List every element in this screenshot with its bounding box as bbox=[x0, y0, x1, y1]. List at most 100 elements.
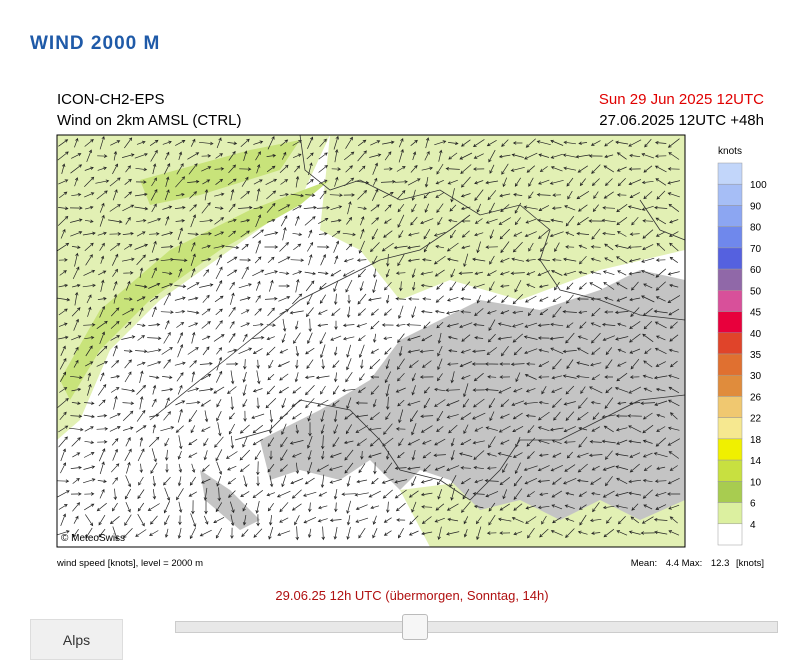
wind-arrow bbox=[241, 243, 249, 250]
wind-arrow bbox=[176, 321, 185, 328]
wind-arrow bbox=[513, 488, 523, 500]
wind-arrow bbox=[281, 423, 287, 435]
wind-arrow bbox=[498, 386, 512, 394]
wind-arrow bbox=[73, 359, 79, 368]
wind-arrow bbox=[331, 308, 341, 316]
colorbar-label: 14 bbox=[750, 456, 762, 467]
wind-arrow bbox=[199, 387, 214, 392]
wind-arrow bbox=[178, 515, 182, 526]
wind-arrow bbox=[411, 281, 416, 291]
wind-arrow bbox=[97, 440, 108, 444]
wind-arrow bbox=[292, 270, 303, 275]
wind-arrow bbox=[174, 284, 187, 289]
wind-arrow bbox=[514, 217, 521, 226]
wind-arrow bbox=[240, 190, 250, 199]
wind-arrow bbox=[372, 399, 377, 408]
wind-arrow bbox=[580, 386, 586, 395]
wind-arrow bbox=[420, 218, 434, 225]
wind-arrow bbox=[215, 527, 223, 539]
wind-arrow bbox=[450, 450, 455, 461]
slider-handle[interactable] bbox=[402, 614, 428, 640]
wind-arrow bbox=[434, 399, 446, 407]
wind-arrow bbox=[474, 479, 484, 484]
wind-arrow bbox=[214, 217, 225, 225]
wind-arrow bbox=[175, 425, 184, 433]
wind-arrow bbox=[125, 216, 131, 225]
wind-arrow bbox=[591, 531, 601, 535]
wind-arrow bbox=[539, 528, 549, 538]
wind-arrow bbox=[188, 410, 198, 423]
wind-arrow bbox=[459, 361, 472, 368]
wind-arrow bbox=[488, 149, 496, 163]
wind-arrow bbox=[216, 137, 222, 149]
wind-arrow bbox=[175, 400, 186, 406]
wind-arrow bbox=[524, 348, 538, 355]
wind-arrow bbox=[360, 450, 364, 460]
wind-arrow bbox=[344, 449, 354, 461]
wind-arrow bbox=[96, 427, 109, 431]
wind-arrow bbox=[152, 475, 157, 487]
wind-arrow bbox=[476, 241, 481, 254]
wind-arrow bbox=[165, 176, 170, 187]
wind-arrow bbox=[407, 258, 420, 263]
wind-arrow bbox=[191, 371, 196, 383]
wind-arrow bbox=[139, 463, 143, 474]
wind-arrow bbox=[446, 257, 459, 262]
wind-arrow bbox=[277, 530, 291, 536]
wind-arrow bbox=[204, 500, 208, 515]
wind-arrow bbox=[435, 295, 444, 303]
wind-arrow bbox=[202, 179, 211, 185]
wind-arrow bbox=[502, 463, 508, 474]
wind-arrow bbox=[331, 230, 341, 238]
wind-arrow bbox=[566, 177, 574, 187]
wind-arrow bbox=[199, 283, 214, 288]
wind-arrow bbox=[136, 323, 146, 328]
moderate-wind-areas bbox=[60, 140, 330, 400]
wind-arrow bbox=[176, 372, 184, 382]
wind-arrow bbox=[421, 166, 434, 171]
wind-arrow bbox=[386, 253, 390, 267]
wind-arrow bbox=[178, 151, 183, 161]
wind-arrow bbox=[501, 163, 509, 175]
wind-arrow bbox=[552, 193, 562, 197]
colorbar-swatch bbox=[717, 205, 743, 227]
wind-arrow bbox=[162, 205, 173, 210]
wind-arrow bbox=[653, 309, 668, 314]
wind-arrow bbox=[82, 231, 96, 236]
wind-arrow bbox=[512, 322, 524, 328]
time-slider[interactable] bbox=[175, 621, 778, 633]
wind-arrow bbox=[213, 334, 225, 342]
wind-arrow bbox=[655, 296, 666, 302]
wind-arrow bbox=[58, 308, 68, 316]
wind-arrow bbox=[460, 206, 471, 211]
wind-arrow bbox=[512, 452, 523, 458]
wind-arrow bbox=[190, 138, 196, 147]
colorbar-swatch bbox=[717, 353, 743, 376]
region-button[interactable]: Alps bbox=[30, 619, 123, 660]
wind-arrow bbox=[334, 255, 339, 265]
wind-arrow bbox=[488, 436, 496, 449]
wind-arrow bbox=[382, 437, 394, 447]
wind-arrow bbox=[163, 331, 171, 344]
wind-arrow bbox=[562, 349, 577, 354]
wind-arrow bbox=[187, 232, 199, 236]
wind-arrow bbox=[577, 530, 588, 535]
wind-arrow bbox=[525, 388, 536, 393]
wind-arrow bbox=[380, 179, 396, 184]
wind-arrow bbox=[320, 344, 326, 359]
colorbar-label: 50 bbox=[750, 286, 762, 297]
wind-arrow bbox=[319, 294, 326, 304]
wind-arrow bbox=[58, 425, 69, 433]
wind-arrow bbox=[226, 362, 239, 366]
wind-arrow bbox=[423, 228, 431, 240]
wind-arrow bbox=[654, 479, 667, 483]
wind-arrow bbox=[307, 332, 313, 344]
wind-arrow bbox=[513, 192, 523, 197]
forecast-figure: ICON-CH2-EPS Wind on 2km AMSL (CTRL) Sun… bbox=[56, 91, 767, 569]
wind-arrow bbox=[228, 332, 236, 343]
caption: wind speed [knots], level = 2000 m bbox=[56, 558, 203, 569]
wind-arrow bbox=[123, 271, 134, 275]
wind-arrow bbox=[603, 528, 615, 538]
wind-arrow bbox=[126, 461, 131, 474]
wind-arrow bbox=[148, 436, 160, 447]
